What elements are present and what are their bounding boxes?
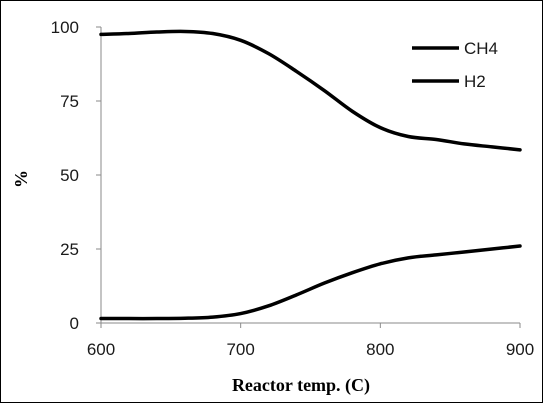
x-tick-label: 700 xyxy=(226,340,254,359)
y-axis-label: % xyxy=(11,170,31,188)
series-line-h2 xyxy=(99,244,522,321)
x-tick-label: 900 xyxy=(506,340,534,359)
y-tick-label: 50 xyxy=(60,166,79,185)
x-tick-labels: 600 700 800 900 xyxy=(87,323,534,359)
legend-label-h2: H2 xyxy=(464,72,486,91)
y-tick-label: 0 xyxy=(70,314,79,333)
y-tick-label: 25 xyxy=(60,240,79,259)
legend-label-ch4: CH4 xyxy=(464,39,498,58)
series-lines xyxy=(99,29,522,321)
x-axis-label: Reactor temp. (C) xyxy=(232,375,370,396)
x-tick-label: 800 xyxy=(366,340,394,359)
series-line-ch4 xyxy=(99,29,522,152)
legend: CH4 H2 xyxy=(412,39,498,91)
y-tick-label: 75 xyxy=(60,92,79,111)
plot-axes xyxy=(100,27,520,324)
x-tick-label: 600 xyxy=(87,340,115,359)
y-tick-labels: 0 25 50 75 100 xyxy=(51,18,101,333)
y-tick-label: 100 xyxy=(51,18,79,37)
